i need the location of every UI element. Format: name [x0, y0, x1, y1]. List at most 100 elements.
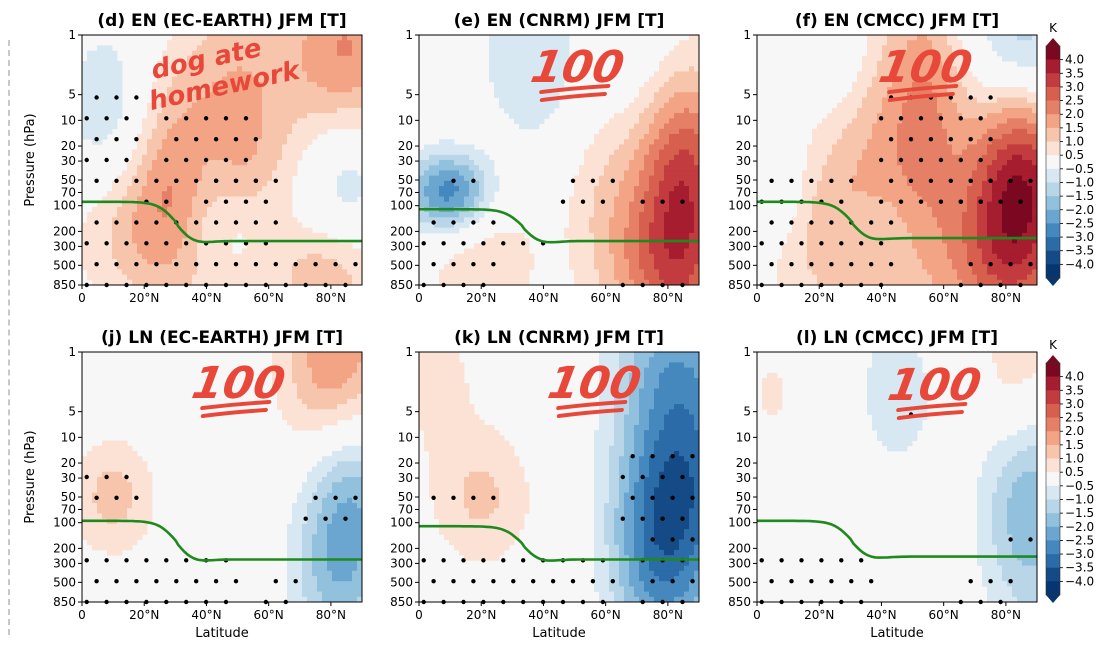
anomaly-cell — [444, 264, 450, 270]
anomaly-cell — [902, 76, 908, 83]
anomaly-cell — [694, 165, 700, 171]
anomaly-cell — [424, 154, 430, 161]
anomaly-cell — [912, 170, 918, 177]
anomaly-cell — [559, 40, 565, 46]
anomaly-cell — [689, 154, 695, 161]
anomaly-cell — [207, 128, 213, 135]
anomaly-cell — [474, 279, 480, 286]
anomaly-cell — [212, 113, 218, 119]
anomaly-cell — [852, 279, 858, 286]
anomaly-cell — [272, 274, 278, 281]
anomaly-cell — [867, 71, 873, 78]
anomaly-cell — [674, 133, 680, 140]
anomaly-cell — [842, 269, 848, 275]
anomaly-cell — [449, 269, 455, 275]
anomaly-cell — [777, 264, 783, 270]
anomaly-cell — [862, 102, 868, 109]
anomaly-cell — [802, 238, 808, 244]
anomaly-cell — [584, 264, 590, 270]
anomaly-cell — [237, 144, 243, 150]
anomaly-cell — [439, 170, 445, 177]
anomaly-cell — [277, 232, 283, 239]
anomaly-cell — [217, 55, 223, 62]
anomaly-cell — [257, 232, 263, 239]
anomaly-cell — [277, 149, 283, 156]
anomaly-cell — [282, 232, 288, 239]
anomaly-cell — [852, 154, 858, 161]
anomaly-cell — [102, 227, 108, 234]
anomaly-cell — [644, 274, 650, 281]
anomaly-cell — [262, 144, 268, 150]
anomaly-cell — [187, 248, 193, 255]
anomaly-cell — [599, 206, 605, 213]
anomaly-cell — [872, 258, 878, 265]
anomaly-cell — [674, 160, 680, 166]
anomaly-cell — [459, 258, 465, 265]
anomaly-cell — [242, 165, 248, 171]
anomaly-cell — [659, 180, 665, 187]
anomaly-cell — [122, 191, 128, 197]
anomaly-cell — [634, 196, 640, 203]
anomaly-cell — [347, 118, 353, 124]
anomaly-cell — [877, 81, 883, 88]
anomaly-cell — [827, 139, 833, 145]
anomaly-cell — [479, 175, 485, 182]
anomaly-cell — [247, 175, 253, 182]
anomaly-cell — [554, 102, 560, 109]
anomaly-cell — [679, 160, 685, 166]
anomaly-cell — [247, 196, 253, 203]
anomaly-cell — [352, 118, 358, 124]
anomaly-cell — [262, 191, 268, 197]
anomaly-cell — [192, 206, 198, 213]
anomaly-cell — [659, 113, 665, 119]
anomaly-cell — [484, 160, 490, 166]
anomaly-cell — [574, 201, 580, 208]
anomaly-cell — [147, 264, 153, 270]
anomaly-cell — [92, 217, 98, 223]
anomaly-cell — [694, 264, 700, 270]
anomaly-cell — [439, 160, 445, 166]
anomaly-cell — [519, 97, 525, 104]
y-tick-label: 50 — [61, 173, 76, 187]
anomaly-cell — [862, 217, 868, 223]
anomaly-cell — [654, 191, 660, 197]
anomaly-cell — [187, 243, 193, 249]
anomaly-cell — [852, 227, 858, 234]
anomaly-cell — [207, 180, 213, 187]
anomaly-cell — [117, 248, 123, 255]
anomaly-cell — [604, 248, 610, 255]
anomaly-cell — [287, 71, 293, 78]
anomaly-cell — [312, 35, 318, 41]
anomaly-cell — [332, 248, 338, 255]
anomaly-cell — [152, 160, 158, 166]
anomaly-cell — [669, 253, 675, 260]
anomaly-cell — [247, 149, 253, 156]
anomaly-cell — [887, 238, 893, 244]
anomaly-cell — [102, 253, 108, 260]
anomaly-cell — [97, 212, 103, 218]
anomaly-cell — [307, 243, 313, 249]
anomaly-cell — [684, 279, 690, 286]
anomaly-cell — [82, 264, 88, 270]
anomaly-cell — [237, 274, 243, 281]
anomaly-cell — [629, 196, 635, 203]
anomaly-cell — [242, 253, 248, 260]
anomaly-cell — [302, 102, 308, 109]
anomaly-cell — [857, 87, 863, 93]
anomaly-cell — [162, 248, 168, 255]
anomaly-cell — [142, 186, 148, 192]
anomaly-cell — [519, 50, 525, 57]
anomaly-cell — [892, 139, 898, 145]
anomaly-cell — [172, 180, 178, 187]
anomaly-cell — [877, 232, 883, 239]
anomaly-cell — [872, 123, 878, 130]
anomaly-cell — [137, 279, 143, 286]
anomaly-cell — [272, 76, 278, 83]
anomaly-cell — [322, 258, 328, 265]
anomaly-cell — [172, 92, 178, 98]
anomaly-cell — [147, 227, 153, 234]
anomaly-cell — [222, 66, 228, 72]
anomaly-cell — [107, 87, 113, 93]
anomaly-cell — [172, 40, 178, 46]
anomaly-cell — [207, 55, 213, 62]
